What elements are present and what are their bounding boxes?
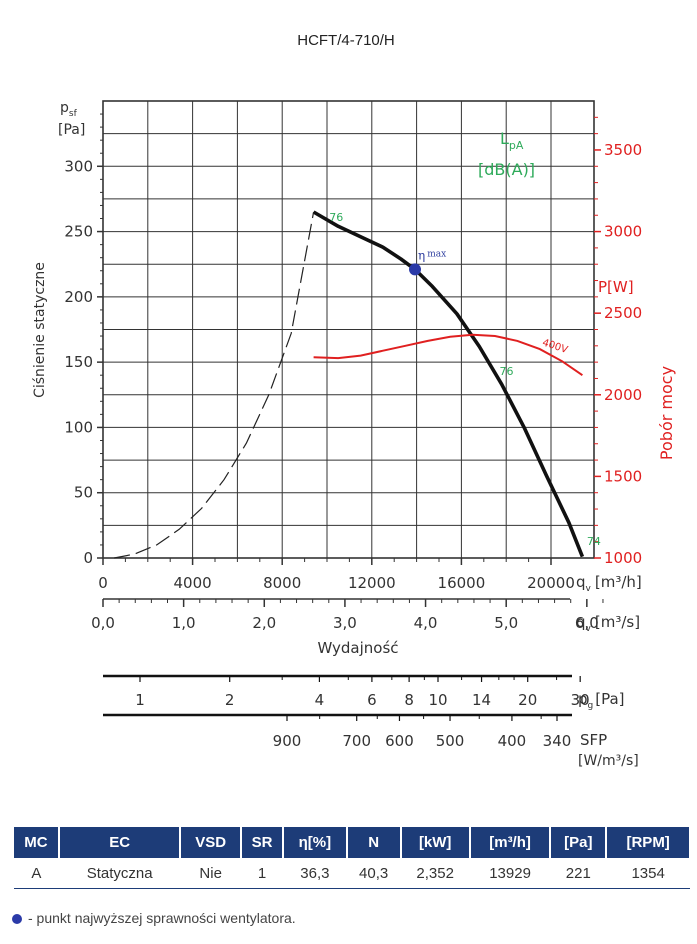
y2-unit: P[W] [598, 278, 634, 296]
x-tick-label: 4000 [174, 574, 212, 592]
pg-tick-label: 4 [315, 691, 325, 709]
x-tick-label: 12000 [348, 574, 396, 592]
table-cell: 40,3 [346, 858, 401, 889]
lpa-annotation: 74 [587, 535, 601, 548]
pg-tick-label: 14 [472, 691, 491, 709]
table-header-cell: MC [14, 827, 60, 858]
table-cell: 13929 [469, 858, 551, 889]
table-header-cell: [RPM] [606, 827, 691, 858]
y-unit: [Pa] [58, 122, 85, 138]
x-tick-label: 16000 [438, 574, 486, 592]
y2-tick-label: 3500 [604, 141, 642, 159]
y-axis-title: Ciśnienie statyczne [32, 262, 48, 398]
x2-tick-label: 0,0 [91, 614, 115, 632]
x2-tick-label: 2,0 [252, 614, 276, 632]
y-tick-label: 200 [64, 288, 93, 306]
pg-tick-label: 8 [404, 691, 414, 709]
table-header-cell: N [346, 827, 402, 858]
table-header-cell: [kW] [400, 827, 471, 858]
y2-tick-label: 1000 [604, 549, 642, 567]
table-cell: 1354 [606, 858, 690, 889]
sfp-tick-label: 900 [273, 732, 302, 750]
x-unit-m3h: qv [m³/h] [576, 573, 642, 594]
table-cell: Statyczna [58, 858, 181, 889]
table-cell: 1 [240, 858, 284, 889]
pg-tick-label: 1 [135, 691, 145, 709]
series-line-stall [114, 211, 315, 559]
footnote-text: - punkt najwyższej sprawności wentylator… [28, 910, 296, 926]
sfp-tick-label: 400 [498, 732, 527, 750]
sfp-unit: [W/m³/s] [578, 753, 639, 769]
x-tick-label: 20000 [527, 574, 575, 592]
pg-tick-label: 30 [571, 691, 590, 709]
y2-tick-label: 2500 [604, 304, 642, 322]
pg-unit: pg [Pa] [578, 690, 625, 711]
table-cell: 221 [550, 858, 607, 889]
y-tick-label: 100 [64, 418, 93, 436]
series-line-power [313, 333, 583, 377]
table-header-cell: [Pa] [550, 827, 608, 858]
table-header-cell: EC [58, 827, 182, 858]
fan-performance-chart: HCFT/4-710/H 400V 76 76 74 η max psf [Pa] Ciś… [32, 32, 676, 769]
y-tick-label: 0 [83, 549, 93, 567]
x-axis-title: Wydajność [317, 639, 398, 657]
sfp-label: SFP [580, 731, 607, 749]
series-group: 400V 76 76 74 η max [114, 210, 601, 559]
y-tick-label: 50 [74, 484, 93, 502]
eta-max-label: η max [418, 248, 446, 262]
x2-tick-label: 3,0 [333, 614, 357, 632]
lpa-unit: [dB(A)] [478, 160, 535, 179]
table-header-cell: SR [240, 827, 285, 858]
lpa-annotation: 76 [329, 211, 343, 224]
pg-tick-label: 2 [225, 691, 235, 709]
table-cell: 2,352 [400, 858, 470, 889]
table-header-cell: η[%] [283, 827, 348, 858]
x-tick-label: 0 [98, 574, 108, 592]
lpa-symbol: LpA [500, 129, 524, 152]
table-header-cell: VSD [180, 827, 242, 858]
spec-table-header: MC EC VSD SR η[%] N [kW] [m³/h] [Pa] [RPM] [14, 827, 691, 858]
pg-tick-label: 10 [428, 691, 447, 709]
power-series-label: 400V [541, 337, 569, 356]
y2-tick-label: 1500 [604, 467, 642, 485]
x-tick-label: 8000 [263, 574, 301, 592]
pg-tick-label: 6 [367, 691, 377, 709]
scales-group: 1 2 4 6 8 10 14 20 30 900 700 600 500 400 340 [135, 676, 590, 750]
sfp-tick-label: 600 [385, 732, 414, 750]
sfp-tick-label: 700 [342, 732, 371, 750]
lpa-annotation: 76 [499, 365, 513, 378]
x-unit-m3s: qv [m³/s] [576, 613, 640, 634]
x2-tick-label: 1,0 [172, 614, 196, 632]
y2-axis-title: Pobór mocy [657, 366, 676, 460]
table-header-cell: [m³/h] [469, 827, 552, 858]
series-line-pressure [312, 210, 585, 558]
sfp-tick-label: 340 [543, 732, 572, 750]
eta-max-point [409, 263, 422, 276]
eta-max-legend-icon [12, 914, 22, 924]
table-cell: A [14, 858, 59, 889]
x2-tick-label: 4,0 [414, 614, 438, 632]
footnote: - punkt najwyższej sprawności wentylator… [12, 910, 296, 926]
y-unit-symbol: psf [60, 100, 78, 119]
y-tick-label: 150 [64, 353, 93, 371]
y2-tick-label: 3000 [604, 223, 642, 241]
table-row: A Statyczna Nie 1 36,3 40,3 2,352 13929 221 1354 [14, 858, 690, 889]
chart-title: HCFT/4-710/H [297, 32, 395, 49]
x2-tick-label: 6,0 [575, 614, 599, 632]
table-cell: 36,3 [283, 858, 347, 889]
y2-tick-label: 2000 [604, 386, 642, 404]
pg-tick-label: 20 [518, 691, 537, 709]
y-tick-label: 300 [64, 157, 93, 175]
spec-table: MC EC VSD SR η[%] N [kW] [m³/h] [Pa] [RPM] A Staty… [14, 827, 691, 889]
sfp-tick-label: 500 [436, 732, 465, 750]
x2-tick-label: 5,0 [494, 614, 518, 632]
table-cell: Nie [180, 858, 241, 889]
y-tick-label: 250 [64, 223, 93, 241]
